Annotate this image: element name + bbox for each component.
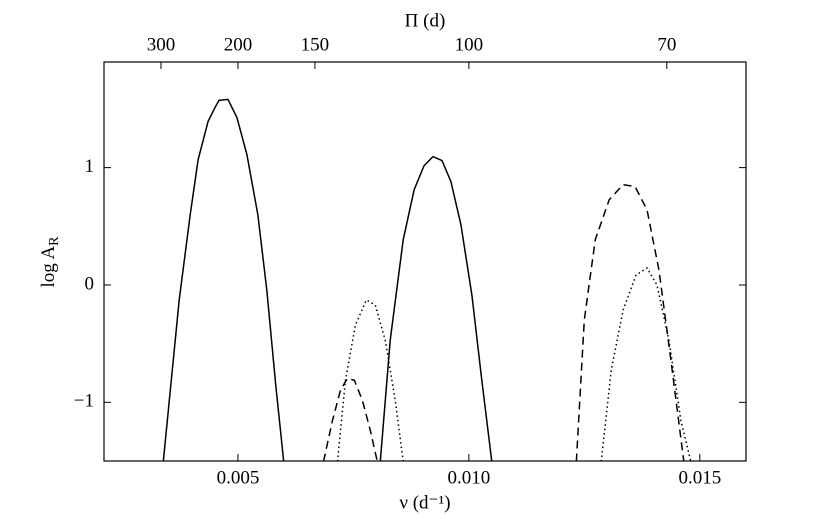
x2-tick-label: 100 (455, 34, 484, 55)
curve (322, 377, 378, 461)
curve (600, 266, 692, 461)
curves (162, 98, 692, 461)
curve (336, 298, 404, 461)
y-tick-label: 0 (85, 273, 95, 294)
y-tick-label: −1 (74, 391, 94, 412)
y-axis-label-main: log A (38, 246, 59, 288)
x2-tick-label: 150 (301, 34, 330, 55)
plot-frame (103, 61, 747, 462)
x2-axis-label: Π (d) (405, 10, 446, 31)
x-tick-label: 0.015 (678, 467, 721, 488)
x2-tick-label: 200 (224, 34, 253, 55)
x-tick-label: 0.010 (448, 467, 491, 488)
curve (162, 98, 285, 461)
y-axis-label: log AR (38, 236, 62, 288)
x-axis-label: ν (d⁻¹) (399, 492, 450, 513)
x2-tick-label: 70 (657, 34, 676, 55)
x2-tick-label: 300 (147, 34, 176, 55)
x-tick-label: 0.005 (217, 467, 260, 488)
curve (575, 183, 685, 461)
y-axis-label-sub: R (47, 236, 62, 246)
curve (379, 155, 493, 461)
y-tick-label: 1 (85, 156, 95, 177)
